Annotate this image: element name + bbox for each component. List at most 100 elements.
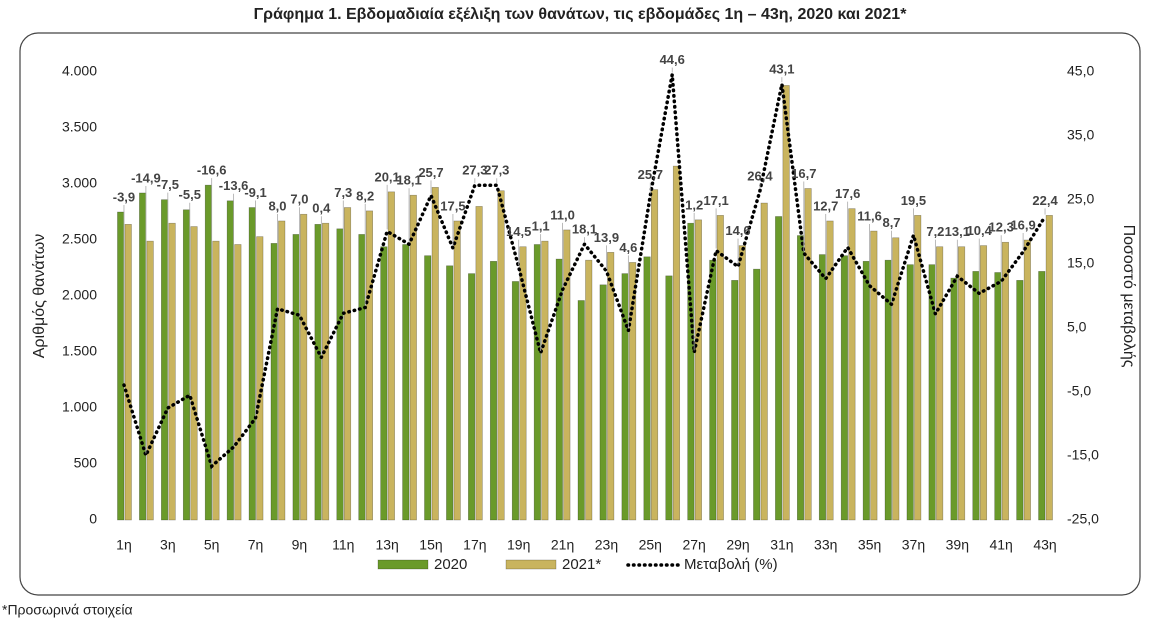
data-label: 12,3 xyxy=(989,220,1014,235)
bar xyxy=(555,258,563,521)
data-label: 0,4 xyxy=(312,201,331,216)
bar xyxy=(775,216,783,521)
bar xyxy=(650,189,659,521)
y2-tick-label: 25,0 xyxy=(1067,191,1094,207)
y2-tick-label: 35,0 xyxy=(1067,127,1094,143)
y2-axis-title: Ποσοστό μεταβολής xyxy=(1120,225,1137,368)
bar xyxy=(804,188,812,521)
data-label: 17,6 xyxy=(835,186,860,201)
bar xyxy=(322,222,330,521)
bar xyxy=(862,260,870,521)
bar xyxy=(226,200,234,521)
data-label: 11,6 xyxy=(857,208,882,223)
x-tick-label: 31η xyxy=(770,537,793,553)
x-tick-label: 15η xyxy=(419,537,442,553)
bar xyxy=(709,259,717,521)
bar xyxy=(1001,241,1009,521)
bar xyxy=(694,219,702,521)
y-tick-label: 4.000 xyxy=(62,63,97,79)
legend-label: 2020 xyxy=(434,556,467,573)
bar xyxy=(716,215,724,521)
bar xyxy=(687,222,695,521)
x-tick-label: 17η xyxy=(463,537,486,553)
data-label: 43,1 xyxy=(769,62,794,77)
bar xyxy=(519,246,527,521)
x-tick-label: 11η xyxy=(332,537,354,553)
data-label: 18,1 xyxy=(396,173,421,188)
data-label: 16,9 xyxy=(1010,217,1035,232)
y2-tick-label: 5,0 xyxy=(1067,319,1087,335)
bar xyxy=(1016,280,1024,521)
bar xyxy=(731,280,739,521)
y-tick-label: 1.500 xyxy=(62,343,97,359)
x-tick-label: 19η xyxy=(507,537,530,553)
bar xyxy=(629,262,637,521)
footnote: *Προσωρινά στοιχεία xyxy=(2,602,133,618)
x-tick-label: 25η xyxy=(639,537,662,553)
data-label: 7,2 xyxy=(926,224,944,239)
data-label: 25,7 xyxy=(638,167,663,182)
bar xyxy=(117,211,125,521)
bar xyxy=(489,260,498,521)
data-label: -13,6 xyxy=(219,178,249,193)
data-label: 14,6 xyxy=(725,223,750,238)
bar xyxy=(182,209,191,521)
bar xyxy=(343,207,352,521)
legend-label: Μεταβολή (%) xyxy=(684,556,778,573)
x-tick-label: 29η xyxy=(726,537,749,553)
bar xyxy=(950,277,958,521)
bar xyxy=(672,165,681,521)
data-label: 16,7 xyxy=(791,166,816,181)
bar xyxy=(146,240,154,521)
x-tick-label: 13η xyxy=(375,537,398,553)
y-tick-label: 500 xyxy=(74,455,98,471)
bar xyxy=(248,207,256,521)
x-tick-label: 1η xyxy=(116,537,132,553)
bar xyxy=(380,246,388,521)
y-tick-label: 1.000 xyxy=(62,399,97,415)
data-label: -3,9 xyxy=(113,189,135,204)
y-tick-label: 0 xyxy=(89,511,97,527)
data-label: 17,1 xyxy=(703,193,728,208)
chart-frame xyxy=(19,32,1141,596)
data-label: -7,5 xyxy=(157,177,179,192)
bar xyxy=(753,268,761,521)
bar xyxy=(914,215,922,521)
y-tick-label: 3.500 xyxy=(62,119,97,135)
bar xyxy=(314,224,322,521)
x-tick-label: 39η xyxy=(946,537,969,553)
data-label: -9,1 xyxy=(244,185,266,200)
x-tick-label: 3η xyxy=(160,537,176,553)
y-tick-label: 2.000 xyxy=(62,287,97,303)
x-tick-label: 43η xyxy=(1033,537,1056,553)
x-tick-label: 23η xyxy=(595,537,618,553)
bar xyxy=(936,246,944,521)
x-tick-label: 33η xyxy=(814,537,837,553)
bar xyxy=(994,272,1002,521)
legend-label: 2021* xyxy=(562,556,601,573)
bar xyxy=(621,273,629,521)
data-label: 13,1 xyxy=(945,224,970,239)
data-label: 4,6 xyxy=(619,240,637,255)
data-label: 11,0 xyxy=(550,207,575,222)
bar xyxy=(190,226,198,521)
bar xyxy=(797,235,805,521)
bar xyxy=(826,220,834,521)
legend-swatch xyxy=(505,559,557,570)
bar xyxy=(234,244,242,521)
bar xyxy=(848,208,856,521)
data-label: 10,4 xyxy=(967,223,993,238)
data-label: 1,2 xyxy=(685,197,703,212)
y2-tick-label: 45,0 xyxy=(1067,63,1094,79)
bar xyxy=(884,259,892,521)
x-tick-label: 27η xyxy=(682,537,705,553)
bar xyxy=(738,245,746,521)
data-label: 19,5 xyxy=(901,193,926,208)
bar xyxy=(577,300,585,521)
bar xyxy=(533,244,541,521)
data-label: -14,9 xyxy=(131,170,161,185)
bar xyxy=(511,281,520,521)
data-label: 12,7 xyxy=(813,198,838,213)
y-tick-label: 2.500 xyxy=(62,231,97,247)
